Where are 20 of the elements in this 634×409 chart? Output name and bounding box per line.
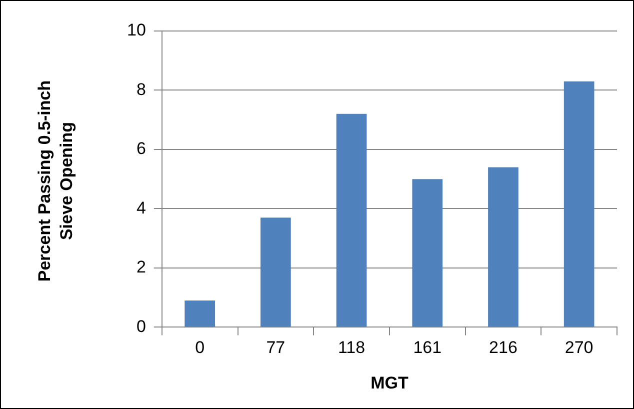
bar [260, 218, 291, 327]
bar [488, 167, 518, 327]
y-tick-label: 6 [136, 139, 146, 158]
bar [336, 114, 367, 327]
x-tick-label: 0 [195, 338, 205, 358]
x-tick-label: 216 [489, 338, 518, 358]
x-tick-label: 161 [413, 338, 442, 358]
y-tick-label: 10 [126, 20, 146, 40]
x-tick-label: 118 [338, 338, 366, 358]
bar [412, 179, 443, 327]
bar [564, 81, 594, 327]
x-axis-title: MGT [370, 373, 409, 392]
y-tick-label: 4 [136, 198, 146, 218]
x-tick-label: 270 [564, 338, 594, 358]
bar [184, 300, 216, 327]
y-axis-title: Percent Passing 0.5-inch Sieve Opening [34, 79, 77, 284]
y-tick-label: 0 [136, 316, 146, 336]
y-tick-label: 2 [136, 258, 146, 277]
y-tick-label: 8 [136, 80, 146, 99]
x-tick-label: 77 [266, 338, 286, 358]
